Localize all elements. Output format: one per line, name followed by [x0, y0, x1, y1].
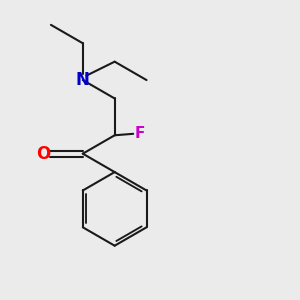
Text: N: N	[76, 71, 90, 89]
Text: F: F	[134, 126, 145, 141]
Text: O: O	[36, 145, 50, 163]
